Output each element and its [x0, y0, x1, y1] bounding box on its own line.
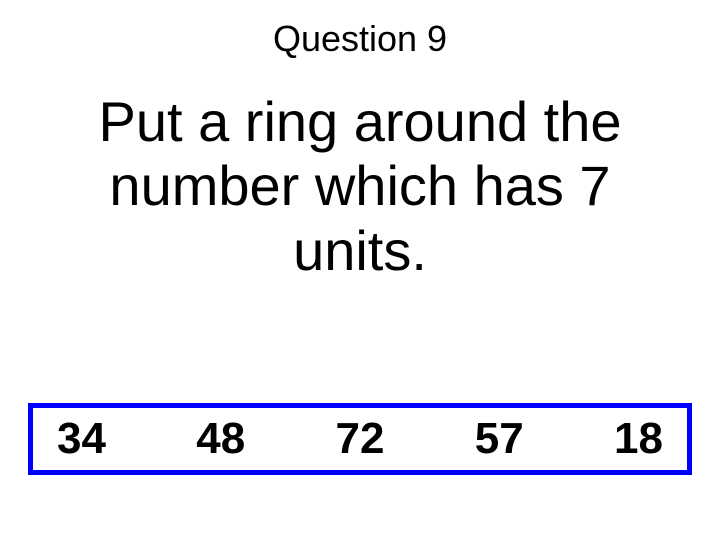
- number-choice[interactable]: 34: [57, 414, 106, 464]
- question-prompt: Put a ring around the number which has 7…: [0, 60, 720, 283]
- number-choice[interactable]: 18: [614, 414, 663, 464]
- number-choice[interactable]: 48: [196, 414, 245, 464]
- number-choice[interactable]: 57: [475, 414, 524, 464]
- question-header: Question 9: [0, 0, 720, 60]
- number-choice[interactable]: 72: [336, 414, 385, 464]
- prompt-text: Put a ring around the number which has 7…: [98, 90, 621, 282]
- number-choices-box: 34 48 72 57 18: [28, 403, 692, 475]
- question-title: Question 9: [273, 18, 447, 59]
